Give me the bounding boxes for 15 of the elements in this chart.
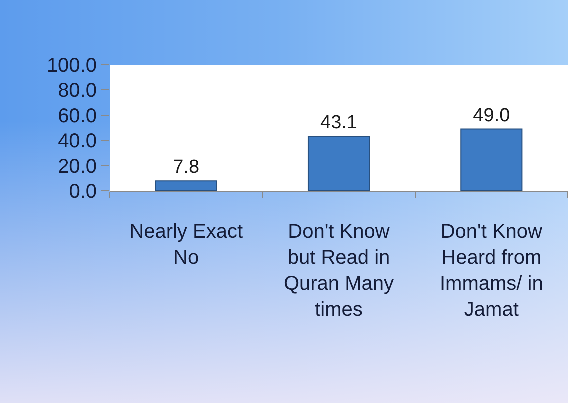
y-tick-label: 40.0: [58, 130, 97, 153]
bar: [155, 180, 218, 191]
bar: [308, 136, 370, 191]
y-tick-label: 60.0: [58, 105, 97, 128]
x-tick-label: Nearly Exact No: [130, 221, 244, 269]
x-tick-label: Don't Know but Read in Quran Many times: [284, 221, 394, 321]
data-label: 43.1: [320, 112, 358, 134]
data-label: 49.0: [473, 105, 510, 126]
x-tick-label: Don't Know Heard from Immams/ in Jamat: [440, 221, 544, 321]
y-tick-label: 0.0: [69, 181, 97, 203]
y-tick-label: 20.0: [58, 156, 97, 178]
data-label: 7.8: [173, 157, 200, 178]
bar: [460, 128, 523, 191]
y-tick-label: 80.0: [58, 80, 97, 102]
y-tick-label: 100.0: [46, 55, 97, 77]
